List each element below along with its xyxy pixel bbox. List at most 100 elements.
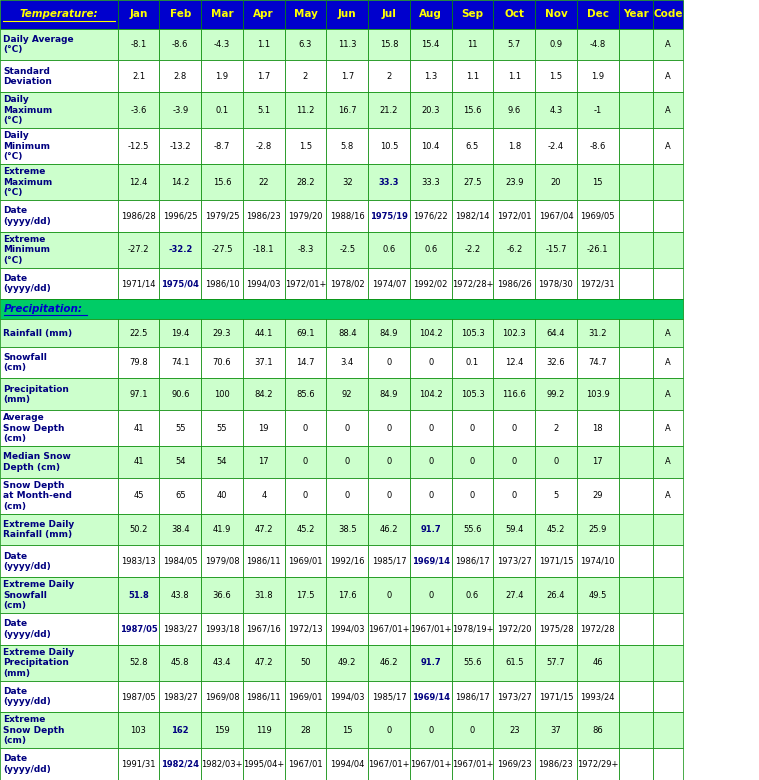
Bar bbox=[493, 613, 535, 645]
Text: 84.9: 84.9 bbox=[380, 328, 398, 338]
Bar bbox=[285, 410, 326, 446]
Bar bbox=[410, 0, 452, 29]
Bar bbox=[326, 478, 368, 514]
Bar bbox=[493, 681, 535, 712]
Bar bbox=[326, 613, 368, 645]
Text: A: A bbox=[665, 105, 671, 115]
Bar bbox=[326, 60, 368, 92]
Bar bbox=[0, 645, 118, 681]
Text: Jul: Jul bbox=[382, 9, 396, 20]
Bar bbox=[535, 164, 577, 200]
Text: 0: 0 bbox=[512, 457, 517, 466]
Bar bbox=[577, 200, 619, 232]
Bar bbox=[326, 164, 368, 200]
Text: Daily
Maximum
(°C): Daily Maximum (°C) bbox=[3, 95, 52, 125]
Text: 85.6: 85.6 bbox=[296, 390, 315, 399]
Text: 84.2: 84.2 bbox=[254, 390, 273, 399]
Text: 1.5: 1.5 bbox=[299, 142, 312, 151]
Text: 0.1: 0.1 bbox=[216, 105, 228, 115]
Text: 45.2: 45.2 bbox=[296, 525, 315, 534]
Text: 21.2: 21.2 bbox=[380, 105, 398, 115]
Bar bbox=[452, 712, 493, 748]
Text: 1996/25: 1996/25 bbox=[163, 211, 197, 221]
Bar bbox=[368, 613, 410, 645]
Bar bbox=[619, 268, 653, 300]
Text: 5.1: 5.1 bbox=[257, 105, 270, 115]
Bar bbox=[0, 29, 118, 60]
Text: 46.2: 46.2 bbox=[380, 658, 398, 667]
Bar bbox=[118, 645, 159, 681]
Text: -18.1: -18.1 bbox=[253, 245, 275, 254]
Text: 1994/03: 1994/03 bbox=[330, 625, 364, 633]
Bar bbox=[368, 645, 410, 681]
Bar bbox=[452, 0, 493, 29]
Bar bbox=[410, 478, 452, 514]
Bar bbox=[0, 478, 118, 514]
Text: 1985/17: 1985/17 bbox=[372, 692, 406, 701]
Bar bbox=[201, 92, 243, 128]
Text: 1975/04: 1975/04 bbox=[162, 279, 199, 288]
Bar bbox=[410, 128, 452, 164]
Text: -12.5: -12.5 bbox=[128, 142, 150, 151]
Text: 1988/16: 1988/16 bbox=[330, 211, 364, 221]
Text: 43.4: 43.4 bbox=[213, 658, 231, 667]
Text: 59.4: 59.4 bbox=[505, 525, 524, 534]
Bar bbox=[368, 748, 410, 780]
Text: 1984/05: 1984/05 bbox=[163, 557, 197, 566]
Bar bbox=[0, 514, 118, 545]
Bar bbox=[653, 232, 683, 268]
Text: 1967/01+: 1967/01+ bbox=[410, 760, 452, 768]
Text: 2.1: 2.1 bbox=[132, 72, 145, 81]
Text: 1992/16: 1992/16 bbox=[330, 557, 364, 566]
Bar bbox=[326, 232, 368, 268]
Bar bbox=[452, 378, 493, 410]
Text: 1972/13: 1972/13 bbox=[288, 625, 323, 633]
Text: 1.9: 1.9 bbox=[591, 72, 604, 81]
Bar bbox=[243, 478, 285, 514]
Text: 57.7: 57.7 bbox=[546, 658, 565, 667]
Bar bbox=[452, 478, 493, 514]
Bar bbox=[201, 577, 243, 613]
Bar bbox=[243, 410, 285, 446]
Text: Snow Depth
at Month-end
(cm): Snow Depth at Month-end (cm) bbox=[3, 481, 72, 511]
Bar bbox=[577, 645, 619, 681]
Bar bbox=[201, 748, 243, 780]
Bar bbox=[0, 446, 118, 478]
Text: 14.7: 14.7 bbox=[296, 358, 315, 367]
Bar bbox=[653, 60, 683, 92]
Bar bbox=[118, 268, 159, 300]
Bar bbox=[577, 60, 619, 92]
Bar bbox=[368, 320, 410, 347]
Bar bbox=[118, 446, 159, 478]
Bar bbox=[285, 645, 326, 681]
Text: 61.5: 61.5 bbox=[505, 658, 524, 667]
Bar bbox=[159, 60, 201, 92]
Bar bbox=[653, 268, 683, 300]
Text: Feb: Feb bbox=[169, 9, 191, 20]
Bar bbox=[653, 712, 683, 748]
Bar bbox=[201, 478, 243, 514]
Bar bbox=[452, 410, 493, 446]
Bar bbox=[118, 128, 159, 164]
Text: 99.2: 99.2 bbox=[546, 390, 565, 399]
Text: 1982/24: 1982/24 bbox=[161, 760, 200, 768]
Bar bbox=[452, 748, 493, 780]
Bar bbox=[0, 92, 118, 128]
Bar bbox=[118, 320, 159, 347]
Bar bbox=[118, 681, 159, 712]
Text: 38.4: 38.4 bbox=[171, 525, 190, 534]
Text: 55: 55 bbox=[217, 424, 227, 433]
Bar bbox=[159, 681, 201, 712]
Bar bbox=[0, 0, 118, 29]
Bar bbox=[493, 446, 535, 478]
Text: 1.7: 1.7 bbox=[341, 72, 354, 81]
Bar bbox=[285, 0, 326, 29]
Bar bbox=[493, 29, 535, 60]
Text: 0: 0 bbox=[345, 424, 350, 433]
Text: 50.2: 50.2 bbox=[129, 525, 148, 534]
Bar bbox=[0, 200, 118, 232]
Bar bbox=[243, 268, 285, 300]
Text: -15.7: -15.7 bbox=[545, 245, 567, 254]
Text: 0.1: 0.1 bbox=[466, 358, 479, 367]
Text: 52.8: 52.8 bbox=[129, 658, 148, 667]
